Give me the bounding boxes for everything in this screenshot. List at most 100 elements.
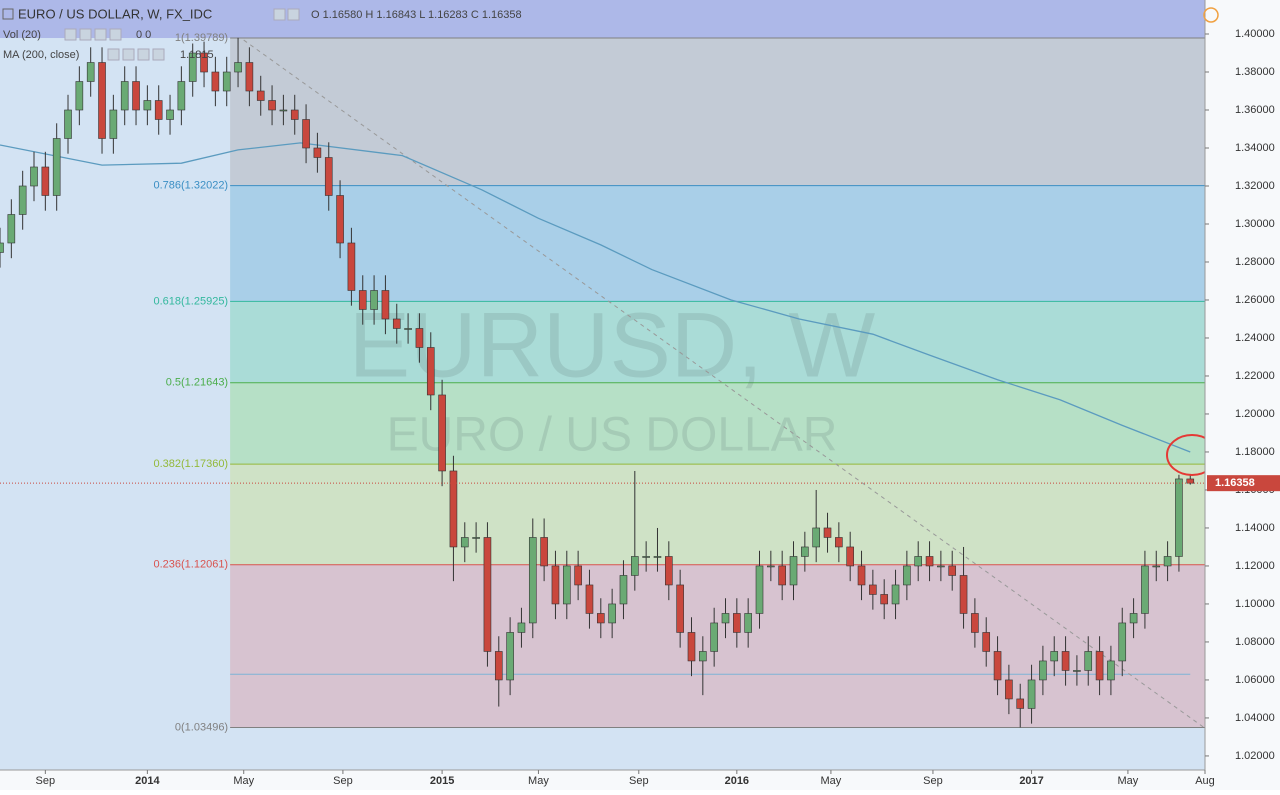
candle-body	[7, 214, 16, 244]
watermark: EURO / US DOLLAR	[387, 409, 838, 462]
candle-body	[608, 603, 616, 624]
candle-body	[143, 100, 152, 111]
legend-button	[64, 28, 77, 41]
candle-body	[415, 328, 424, 348]
candle-body	[1163, 556, 1172, 567]
legend-button	[137, 48, 150, 61]
candle-body	[903, 565, 911, 586]
fib-band	[230, 38, 1206, 186]
x-tick-label: 2014	[135, 775, 160, 787]
candle-body	[687, 632, 696, 662]
x-tick-label: May	[1118, 775, 1139, 787]
fib-band	[230, 464, 1206, 565]
candle-body	[404, 328, 412, 330]
legend-button	[107, 48, 120, 61]
y-tick-label: 1.40000	[1235, 28, 1275, 40]
candle-body	[234, 62, 242, 73]
candle-body	[971, 613, 979, 633]
candle-body	[109, 109, 118, 139]
candle-body	[86, 62, 95, 82]
legend-button	[94, 28, 107, 41]
candle-body	[358, 290, 367, 310]
ma-line	[0, 142, 1191, 453]
candle-body	[494, 651, 503, 681]
watermark: EURUSD, W	[349, 294, 876, 396]
candle-body	[1027, 679, 1036, 709]
x-tick-label: 2017	[1019, 775, 1043, 787]
x-tick-label: Sep	[333, 775, 353, 787]
header-button	[273, 8, 286, 21]
legend-button	[109, 28, 122, 41]
legend-button	[152, 48, 165, 61]
candle-body	[98, 62, 106, 139]
candle-body	[676, 584, 684, 633]
y-tick-label: 1.36000	[1235, 104, 1275, 116]
candle-body	[914, 556, 923, 567]
candle-body	[290, 109, 299, 120]
candle-body	[1016, 698, 1025, 709]
candle-body	[1175, 478, 1183, 557]
candle-body	[812, 527, 820, 548]
candle-body	[449, 470, 458, 548]
candle-body	[631, 556, 639, 576]
time-axis-bg	[0, 770, 1280, 790]
legend-value: 0 0	[136, 29, 151, 41]
x-tick-label: 2016	[725, 775, 749, 787]
y-tick-label: 1.20000	[1235, 408, 1275, 420]
legend-name: MA (200, close)	[3, 49, 79, 61]
candle-body	[256, 90, 265, 101]
x-tick-label: Aug	[1195, 775, 1215, 787]
candle-body	[324, 157, 333, 196]
candle-body	[52, 138, 61, 196]
y-tick-label: 1.24000	[1235, 332, 1275, 344]
fib-band	[230, 301, 1206, 383]
candle-body	[982, 632, 991, 652]
x-tick-label: Sep	[629, 775, 649, 787]
x-tick-label: May	[233, 775, 254, 787]
y-tick-label: 1.26000	[1235, 294, 1275, 306]
y-tick-label: 1.34000	[1235, 142, 1275, 154]
fib-label: 0(1.03496)	[175, 721, 228, 733]
legend-button	[79, 28, 92, 41]
candle-body	[460, 537, 469, 548]
candle-body	[75, 81, 84, 111]
candle-body	[835, 537, 843, 548]
candle-body	[880, 594, 888, 605]
candle-body	[891, 584, 900, 605]
candle-body	[1073, 670, 1081, 672]
candle-body	[166, 109, 174, 120]
candle-body	[823, 527, 832, 538]
candle-body	[1141, 565, 1149, 614]
candle-body	[642, 556, 650, 558]
fib-band	[230, 382, 1206, 465]
candle-body	[778, 565, 786, 586]
candle-body	[596, 613, 605, 624]
fib-label: 0.236(1.12061)	[153, 559, 228, 571]
price-tag	[1207, 475, 1280, 492]
alert-icon[interactable]	[1203, 7, 1219, 23]
ohlc-header: O 1.16580 H 1.16843 L 1.16283 C 1.16358	[311, 9, 522, 21]
candle-body	[653, 556, 662, 558]
y-tick-label: 1.06000	[1235, 674, 1275, 686]
candle-body	[177, 81, 186, 111]
candle-body	[857, 565, 866, 586]
y-tick-label: 1.30000	[1235, 218, 1275, 230]
candle-body	[370, 290, 378, 310]
candle-body	[755, 565, 764, 614]
fib-band	[230, 185, 1206, 302]
candle-body	[30, 166, 38, 187]
candle-body	[1152, 565, 1161, 568]
y-tick-label: 1.08000	[1235, 636, 1275, 648]
candle-body	[1039, 660, 1047, 681]
candle-body	[483, 537, 492, 652]
y-tick-label: 1.38000	[1235, 66, 1275, 78]
candle-body	[506, 632, 514, 681]
y-tick-label: 1.18000	[1235, 446, 1275, 458]
y-tick-label: 1.12000	[1235, 560, 1275, 572]
price-tag-label: 1.16358	[1215, 477, 1255, 489]
candle-body	[1186, 478, 1195, 484]
fib-label: 0.618(1.25925)	[153, 295, 228, 307]
candle-body	[619, 575, 628, 605]
candle-body	[528, 537, 537, 624]
candle-body	[562, 565, 571, 605]
